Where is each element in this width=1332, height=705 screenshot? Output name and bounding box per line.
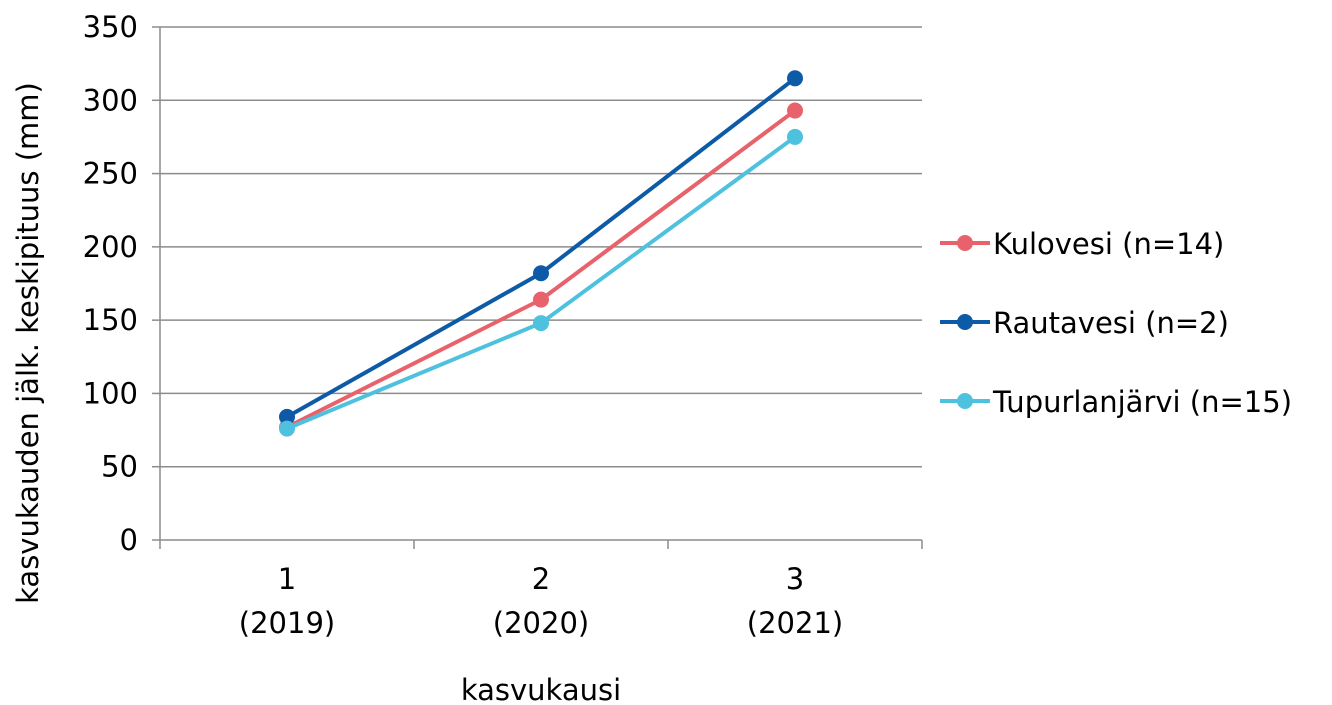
x-tick-label: 1 bbox=[278, 562, 296, 596]
y-tick-labels: 0 50 100 150 200 250 300 350 bbox=[83, 10, 138, 557]
legend-item: Tupurlanjärvi (n=15) bbox=[940, 385, 1292, 419]
y-tick-label: 200 bbox=[83, 230, 138, 264]
x-tick-label: (2019) bbox=[239, 606, 335, 640]
data-point bbox=[533, 291, 549, 308]
y-tick-label: 350 bbox=[83, 10, 138, 44]
data-point bbox=[787, 102, 803, 119]
series-2 bbox=[279, 70, 803, 425]
data-point bbox=[279, 420, 295, 437]
legend-label: Kulovesi (n=14) bbox=[993, 227, 1224, 261]
x-tick-label: 2 bbox=[532, 562, 550, 596]
y-tick-label: 50 bbox=[101, 450, 138, 484]
x-tick-label: 3 bbox=[786, 562, 804, 596]
legend-label: Rautavesi (n=2) bbox=[993, 306, 1229, 340]
y-tick-label: 150 bbox=[83, 303, 138, 337]
y-tick-label: 0 bbox=[120, 523, 138, 557]
data-point bbox=[279, 408, 295, 425]
gridlines bbox=[160, 26, 922, 468]
series-line bbox=[285, 134, 797, 431]
data-point bbox=[533, 265, 549, 282]
y-tick-label: 100 bbox=[83, 376, 138, 410]
series-3 bbox=[279, 128, 803, 437]
data-point bbox=[787, 70, 803, 87]
legend-marker bbox=[957, 235, 973, 251]
legend-label: Tupurlanjärvi (n=15) bbox=[992, 385, 1292, 419]
x-tick-labels: 1 (2019) 2 (2020) 3 (2021) bbox=[239, 562, 843, 640]
legend: Kulovesi (n=14) Rautavesi (n=2) Tupurlanjä… bbox=[940, 227, 1292, 419]
x-tick-label: (2021) bbox=[747, 606, 843, 640]
legend-item: Rautavesi (n=2) bbox=[940, 306, 1229, 340]
x-axis-title: kasvukausi bbox=[461, 673, 621, 705]
data-point bbox=[533, 315, 549, 332]
y-axis-title: kasvukauden jälk. keskipituus (mm) bbox=[11, 82, 45, 604]
legend-marker bbox=[957, 314, 973, 330]
y-tick-label: 300 bbox=[83, 83, 138, 117]
data-point bbox=[787, 128, 803, 145]
axes bbox=[152, 26, 923, 549]
series-layer bbox=[279, 70, 803, 437]
legend-item: Kulovesi (n=14) bbox=[940, 227, 1224, 261]
legend-marker bbox=[957, 393, 973, 409]
y-tick-label: 250 bbox=[83, 157, 138, 191]
x-tick-label: (2020) bbox=[493, 606, 589, 640]
